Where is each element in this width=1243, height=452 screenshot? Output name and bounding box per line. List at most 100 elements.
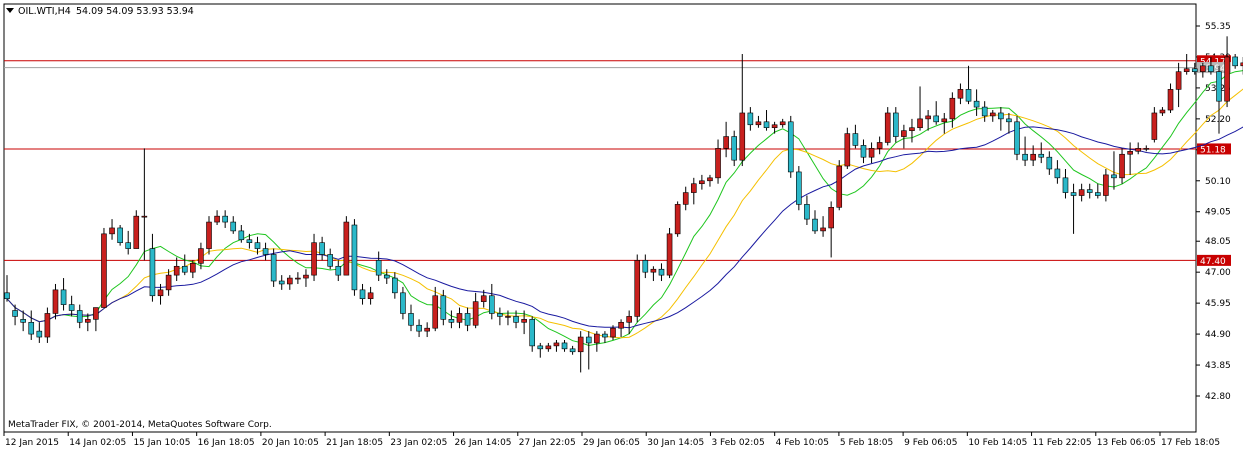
candle[interactable] <box>44 313 51 338</box>
candle[interactable] <box>181 265 188 273</box>
candle[interactable] <box>238 230 245 241</box>
candle[interactable] <box>957 89 964 99</box>
candle[interactable] <box>311 242 317 276</box>
candle[interactable] <box>375 260 382 276</box>
candle[interactable] <box>295 277 301 280</box>
candle[interactable] <box>1135 148 1141 152</box>
candle[interactable] <box>658 268 665 276</box>
candle[interactable] <box>456 313 463 323</box>
candle[interactable] <box>1143 148 1150 150</box>
candle[interactable] <box>165 274 172 291</box>
candle[interactable] <box>1014 121 1020 155</box>
candle[interactable] <box>93 307 99 320</box>
candle[interactable] <box>101 233 107 308</box>
candle[interactable] <box>529 319 536 347</box>
candle[interactable] <box>1167 89 1174 111</box>
candle[interactable] <box>448 319 455 323</box>
candle[interactable] <box>1054 168 1061 179</box>
candle[interactable] <box>480 295 487 302</box>
candle[interactable] <box>1159 109 1166 114</box>
candle[interactable] <box>20 319 26 323</box>
candle[interactable] <box>771 124 778 129</box>
candle[interactable] <box>464 313 471 326</box>
candle[interactable] <box>254 242 261 249</box>
candle[interactable] <box>359 289 366 300</box>
candle[interactable] <box>351 224 358 291</box>
candle[interactable] <box>1200 65 1206 72</box>
candle[interactable] <box>884 112 891 143</box>
candle[interactable] <box>690 183 697 193</box>
candle[interactable] <box>860 145 867 158</box>
candle[interactable] <box>707 177 713 182</box>
candle[interactable] <box>602 333 608 338</box>
candle[interactable] <box>577 336 584 353</box>
candle[interactable] <box>973 100 980 108</box>
candle[interactable] <box>1111 174 1117 179</box>
candle[interactable] <box>432 295 439 329</box>
candle[interactable] <box>796 171 802 205</box>
candle[interactable] <box>804 204 810 220</box>
candle[interactable] <box>1191 68 1198 72</box>
candle[interactable] <box>674 204 681 235</box>
candle[interactable] <box>4 292 10 300</box>
candle[interactable] <box>666 233 673 276</box>
candle[interactable] <box>901 130 907 137</box>
candle[interactable] <box>76 310 83 323</box>
candle[interactable] <box>933 115 940 123</box>
candle[interactable] <box>286 277 293 285</box>
candle[interactable] <box>626 316 632 323</box>
candle[interactable] <box>949 97 956 120</box>
candle[interactable] <box>868 148 875 158</box>
candle[interactable] <box>125 242 131 249</box>
candle[interactable] <box>190 263 196 273</box>
candle[interactable] <box>68 304 75 311</box>
candle[interactable] <box>763 121 770 129</box>
candle[interactable] <box>505 316 511 318</box>
candle[interactable] <box>36 330 43 338</box>
plot-area[interactable] <box>3 3 1197 433</box>
candle[interactable] <box>876 142 883 149</box>
candle[interactable] <box>60 289 67 305</box>
candle[interactable] <box>917 118 923 129</box>
candle[interactable] <box>497 313 503 317</box>
candle[interactable] <box>424 327 430 332</box>
candle[interactable] <box>1216 71 1222 102</box>
candle[interactable] <box>1224 56 1230 102</box>
candle[interactable] <box>1240 62 1243 67</box>
candle[interactable] <box>1208 65 1214 72</box>
candle[interactable] <box>892 112 899 137</box>
candle[interactable] <box>618 321 624 329</box>
candle[interactable] <box>682 192 689 205</box>
candle[interactable] <box>787 121 794 173</box>
candle[interactable] <box>28 321 35 335</box>
candle[interactable] <box>650 268 657 273</box>
candle[interactable] <box>319 242 325 255</box>
candle[interactable] <box>12 310 18 317</box>
candle[interactable] <box>561 342 568 350</box>
candle[interactable] <box>836 165 843 208</box>
candle[interactable] <box>1183 68 1190 72</box>
candle[interactable] <box>731 136 738 161</box>
candle[interactable] <box>610 327 616 338</box>
candle[interactable] <box>941 118 948 123</box>
candle[interactable] <box>392 277 398 294</box>
candle[interactable] <box>173 265 180 276</box>
candle[interactable] <box>52 289 59 314</box>
candle[interactable] <box>852 133 859 146</box>
candle[interactable] <box>343 221 350 276</box>
candle[interactable] <box>739 112 746 161</box>
candle[interactable] <box>400 292 406 314</box>
candle[interactable] <box>1095 192 1101 196</box>
candle[interactable] <box>812 218 818 232</box>
candle[interactable] <box>699 180 705 185</box>
candle[interactable] <box>440 295 447 320</box>
candle[interactable] <box>335 265 342 276</box>
candle[interactable] <box>1030 153 1036 161</box>
candle[interactable] <box>545 345 552 350</box>
candle[interactable] <box>303 274 309 279</box>
candle[interactable] <box>594 333 600 344</box>
candle[interactable] <box>488 295 495 314</box>
candle[interactable] <box>1038 153 1045 158</box>
candle[interactable] <box>513 316 519 323</box>
candle[interactable] <box>1127 150 1133 155</box>
